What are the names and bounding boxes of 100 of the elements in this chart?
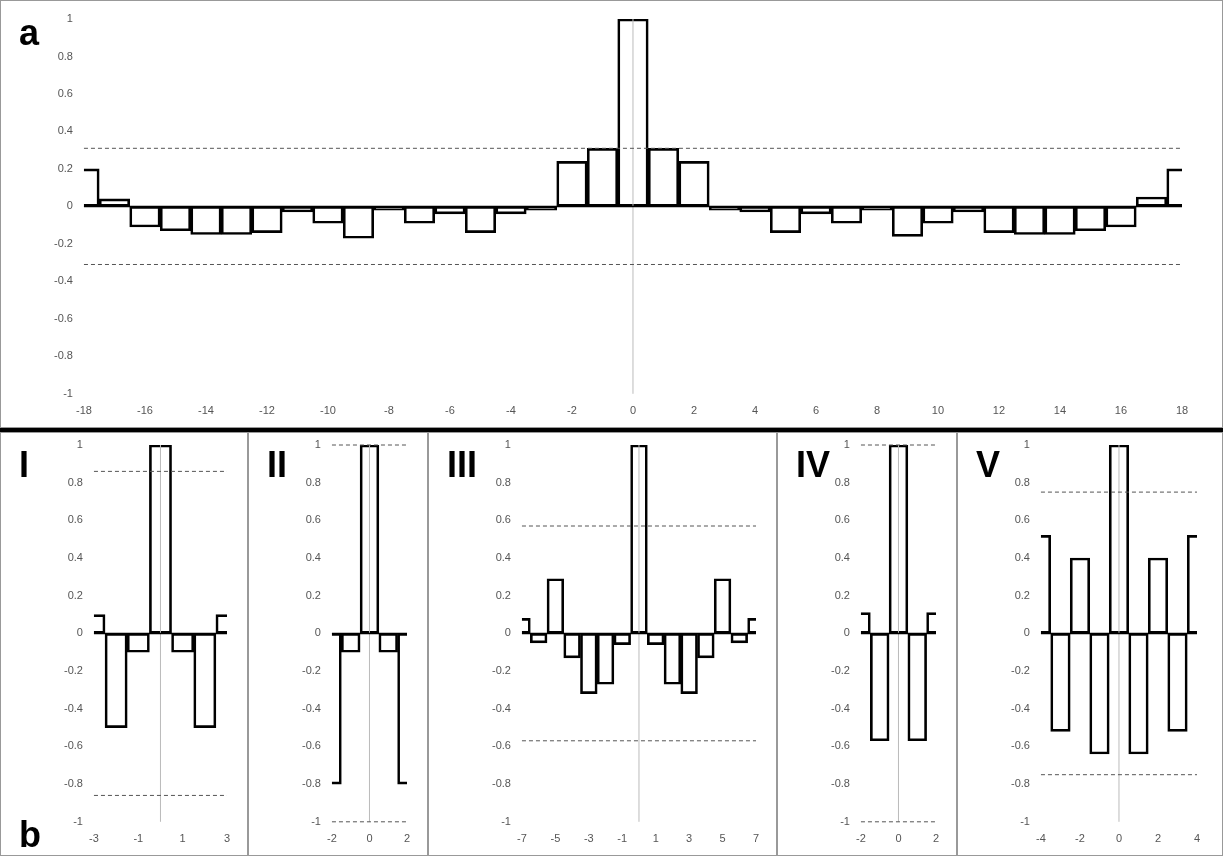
y-tick-label: 1: [504, 438, 511, 451]
x-tick-label: 7: [752, 832, 760, 845]
x-tick-label: -12: [259, 404, 275, 417]
y-tick-label: 0.4: [305, 551, 321, 564]
y-tick-label: -0.4: [830, 701, 850, 714]
text: b: [19, 814, 41, 855]
y-tick-label: -1: [840, 814, 850, 827]
y-tick-label: 0.6: [1014, 513, 1030, 526]
y-tick-label: -0.4: [53, 274, 73, 287]
y-tick-label: 1: [66, 12, 73, 25]
y-tick-label: 0.2: [67, 588, 83, 601]
x-tick-label: -1: [617, 832, 628, 845]
x-tick-label: 16: [1114, 404, 1128, 417]
chart-title: III: [447, 444, 478, 485]
y-tick-label: -0.2: [301, 664, 321, 677]
y-tick-label: -0.6: [63, 739, 83, 752]
y-tick-label: -0.8: [301, 777, 321, 790]
y-tick-label: -0.4: [491, 701, 511, 714]
y-tick-label: 1: [76, 438, 83, 451]
y-tick-label: 0.6: [834, 513, 850, 526]
y-tick-label: 0.8: [67, 475, 83, 488]
y-tick-label: -0.4: [301, 701, 321, 714]
y-tick-label: -1: [73, 814, 83, 827]
x-tick-label: 18: [1175, 404, 1189, 417]
y-tick-label: 0.2: [1014, 588, 1030, 601]
y-tick-label: 0.2: [57, 161, 73, 174]
y-tick-label: 1: [314, 438, 321, 451]
y-tick-label: -0.8: [53, 349, 73, 362]
y-tick-label: 0.6: [57, 86, 73, 99]
chart-title: a: [19, 12, 40, 53]
x-tick-label: 10: [931, 404, 945, 417]
y-tick-label: -0.8: [830, 777, 850, 790]
x-tick-label: 0: [1115, 832, 1123, 845]
x-tick-label: 3: [223, 832, 231, 845]
chart-title: IV: [796, 444, 831, 485]
y-tick-label: -1: [501, 814, 511, 827]
y-tick-label: -0.2: [53, 236, 73, 249]
y-tick-label: 1: [1023, 438, 1030, 451]
x-tick-label: -10: [320, 404, 336, 417]
y-tick-label: -0.8: [491, 777, 511, 790]
x-tick-label: 0: [629, 404, 637, 417]
x-tick-label: 1: [652, 832, 659, 845]
y-tick-label: -0.6: [53, 311, 73, 324]
y-tick-label: 0: [843, 626, 850, 639]
chart-title: V: [976, 444, 1001, 485]
y-tick-label: -1: [311, 814, 321, 827]
x-tick-label: -16: [137, 404, 153, 417]
x-tick-label: -2: [856, 832, 866, 845]
x-tick-label: 2: [932, 832, 940, 845]
y-tick-label: -0.6: [830, 739, 850, 752]
y-tick-label: -0.6: [491, 739, 511, 752]
y-tick-label: 0.8: [57, 49, 73, 62]
y-tick-label: 0: [504, 626, 511, 639]
y-tick-label: 1: [843, 438, 850, 451]
y-tick-label: -1: [63, 386, 73, 399]
x-tick-label: -18: [76, 404, 92, 417]
y-tick-label: 0.6: [305, 513, 321, 526]
x-tick-label: -2: [327, 832, 337, 845]
y-tick-label: -0.4: [1010, 701, 1030, 714]
y-tick-label: 0.6: [67, 513, 83, 526]
y-tick-label: 0.2: [305, 588, 321, 601]
x-tick-label: 2: [403, 832, 411, 845]
y-tick-label: 0: [66, 199, 73, 212]
x-tick-label: -3: [583, 832, 594, 845]
chart-title: II: [267, 444, 288, 485]
x-tick-label: -2: [567, 404, 577, 417]
y-tick-label: -0.2: [63, 664, 83, 677]
x-tick-label: -5: [550, 832, 561, 845]
y-tick-label: 0.2: [834, 588, 850, 601]
x-tick-label: -3: [89, 832, 99, 845]
y-tick-label: -0.6: [301, 739, 321, 752]
y-tick-label: -0.6: [1010, 739, 1030, 752]
x-tick-label: 14: [1053, 404, 1067, 417]
y-tick-label: -0.4: [63, 701, 83, 714]
y-tick-label: -0.2: [830, 664, 850, 677]
x-tick-label: -14: [198, 404, 214, 417]
x-tick-label: 12: [992, 404, 1006, 417]
y-tick-label: 0.8: [305, 475, 321, 488]
x-tick-label: 4: [751, 404, 759, 417]
x-tick-label: 5: [719, 832, 726, 845]
y-tick-label: -1: [1020, 814, 1030, 827]
y-tick-label: 0.6: [495, 513, 511, 526]
y-tick-label: -0.8: [1010, 777, 1030, 790]
y-tick-label: 0.4: [67, 551, 83, 564]
y-tick-label: 0.8: [1014, 475, 1030, 488]
x-tick-label: -4: [506, 404, 516, 417]
x-tick-label: -6: [445, 404, 455, 417]
chart-title: I: [19, 444, 30, 485]
y-tick-label: 0.4: [495, 551, 511, 564]
x-tick-label: -4: [1036, 832, 1046, 845]
y-tick-label: -0.8: [63, 777, 83, 790]
y-tick-label: -0.2: [1010, 664, 1030, 677]
x-tick-label: 2: [1154, 832, 1162, 845]
y-tick-label: 0.4: [57, 124, 73, 137]
y-tick-label: 0.2: [495, 588, 511, 601]
y-tick-label: 0.4: [1014, 551, 1030, 564]
x-tick-label: 2: [690, 404, 698, 417]
x-tick-label: -2: [1075, 832, 1085, 845]
x-tick-label: 1: [179, 832, 186, 845]
x-tick-label: 3: [686, 832, 693, 845]
